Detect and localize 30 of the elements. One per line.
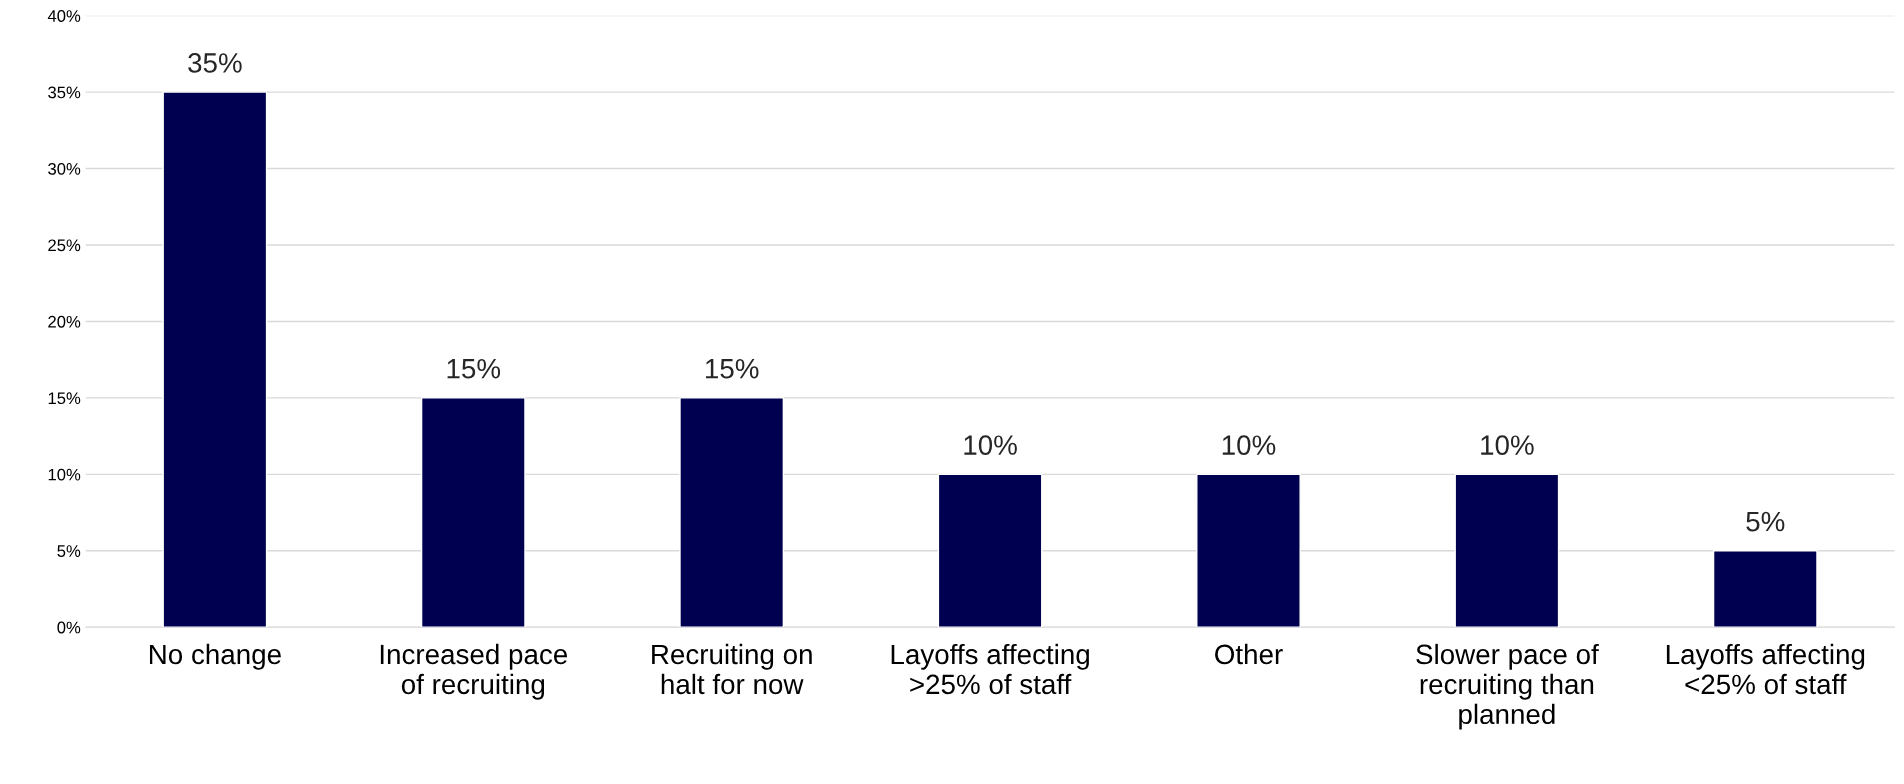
bar (1196, 473, 1301, 628)
y-tick-label: 40% (47, 10, 81, 22)
x-tick-label: Layoffs affecting <25% of staff (1666, 643, 1865, 695)
x-tick-label: Increased pace of recruiting (380, 643, 568, 700)
data-label: 10% (964, 435, 1017, 455)
y-tick-label: 20% (48, 315, 81, 328)
data-label: 10% (1481, 435, 1534, 455)
y-tick-label: 0% (57, 621, 81, 634)
y-tick-label: 35% (48, 86, 81, 99)
bar (162, 91, 268, 628)
x-tick-label: Slower pace of recruiting than planned (1416, 643, 1599, 730)
bar (679, 397, 785, 628)
x-tick-label: Other (1215, 643, 1283, 665)
y-tick-label: 30% (48, 162, 81, 175)
y-tick-label: 10% (48, 468, 81, 481)
data-label: 35% (188, 53, 242, 73)
bar (1454, 473, 1560, 628)
data-label: 5% (1746, 511, 1785, 532)
data-label: 10% (1222, 435, 1276, 455)
data-label: 15% (447, 358, 501, 379)
bar (937, 473, 1043, 628)
y-tick-label: 15% (48, 392, 81, 405)
x-tick-label: Layoffs affecting >25% of staff (891, 643, 1089, 695)
y-tick-label: 5% (57, 545, 81, 557)
y-tick-label: 25% (48, 239, 81, 252)
x-tick-label: Recruiting on halt for now (652, 643, 812, 695)
bar (420, 397, 526, 628)
bar (1712, 550, 1818, 628)
x-tick-label: No change (149, 643, 281, 670)
data-label: 15% (706, 358, 759, 379)
